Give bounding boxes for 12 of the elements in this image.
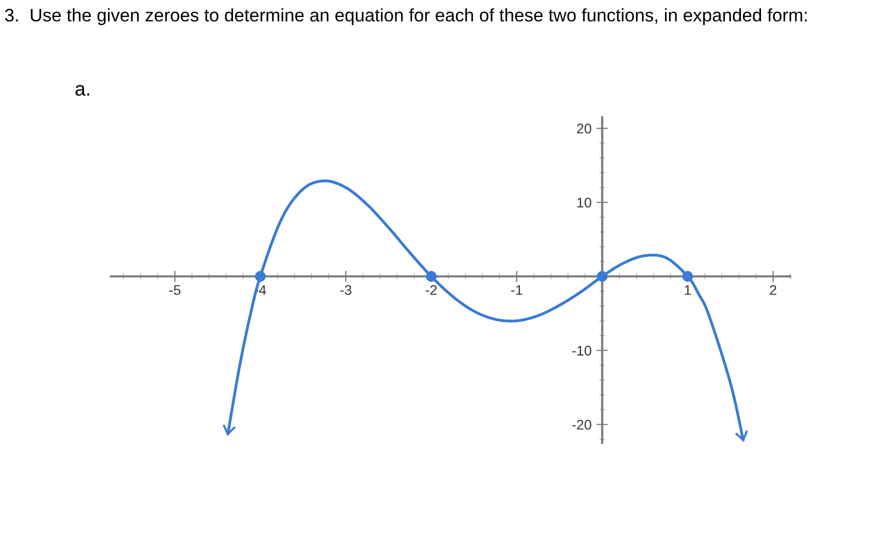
y-tick-label: 10 xyxy=(577,198,592,208)
y-tick-label: 20 xyxy=(577,124,592,134)
y-tick-label: -10 xyxy=(572,346,592,356)
x-tick-label: -2 xyxy=(426,285,437,295)
chart-title: 3. Use the given zeroes to determine an equation for each of these two functions, in expanded form: xyxy=(5,8,807,26)
x-tick-label: -5 xyxy=(169,285,180,295)
x-tick-label: 1 xyxy=(684,285,691,295)
x-tick-label: -1 xyxy=(511,285,522,295)
x-tick-label: -3 xyxy=(340,285,352,295)
y-tick-label: -20 xyxy=(572,420,592,430)
text: a. xyxy=(76,85,90,96)
x-tick-label: 2 xyxy=(770,285,776,295)
